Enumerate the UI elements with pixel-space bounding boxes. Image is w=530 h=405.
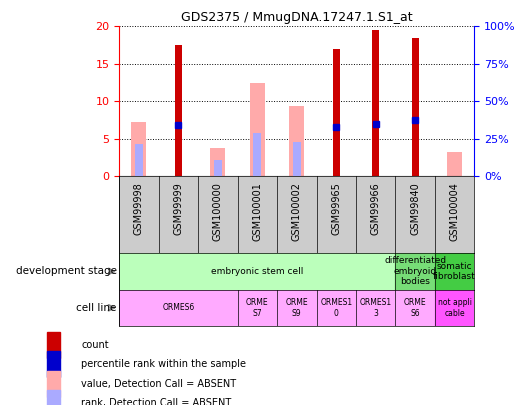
Bar	[131, 122, 146, 176]
Title: GDS2375 / MmugDNA.17247.1.S1_at: GDS2375 / MmugDNA.17247.1.S1_at	[181, 11, 413, 24]
Bar	[435, 290, 474, 326]
Bar	[47, 371, 60, 397]
Text: not appli
cable: not appli cable	[438, 298, 472, 318]
Text: ORME
S9: ORME S9	[286, 298, 308, 318]
Text: ORMES1
0: ORMES1 0	[320, 298, 352, 318]
Text: ORMES1
3: ORMES1 3	[360, 298, 392, 318]
Bar	[135, 144, 143, 176]
Text: embryonic stem cell: embryonic stem cell	[211, 267, 304, 276]
Text: GSM100004: GSM100004	[449, 182, 460, 241]
Bar	[119, 290, 237, 326]
Text: ORMES6: ORMES6	[162, 303, 195, 312]
Text: GSM100002: GSM100002	[292, 182, 302, 241]
Bar	[250, 83, 265, 176]
Bar	[47, 390, 60, 405]
Bar	[47, 332, 60, 358]
Bar	[333, 49, 340, 176]
Text: GSM100000: GSM100000	[213, 182, 223, 241]
Bar	[289, 106, 304, 176]
Bar	[356, 290, 395, 326]
Bar	[47, 351, 60, 377]
Bar	[253, 134, 261, 176]
Text: GSM99965: GSM99965	[331, 182, 341, 235]
Text: percentile rank within the sample: percentile rank within the sample	[82, 359, 246, 369]
Bar	[175, 45, 182, 176]
Text: GSM99966: GSM99966	[370, 182, 381, 235]
Bar	[372, 30, 379, 176]
Bar	[293, 142, 301, 176]
Text: rank, Detection Call = ABSENT: rank, Detection Call = ABSENT	[82, 398, 232, 405]
Bar	[395, 253, 435, 290]
Bar	[119, 253, 395, 290]
Bar	[435, 253, 474, 290]
Bar	[447, 152, 462, 176]
Text: differentiated
embryoid
bodies: differentiated embryoid bodies	[384, 256, 446, 286]
Text: value, Detection Call = ABSENT: value, Detection Call = ABSENT	[82, 379, 236, 389]
Bar	[277, 290, 316, 326]
Text: GSM99999: GSM99999	[173, 182, 183, 235]
Text: development stage: development stage	[15, 266, 117, 276]
Bar	[395, 290, 435, 326]
Text: cell line: cell line	[76, 303, 117, 313]
Text: GSM99840: GSM99840	[410, 182, 420, 235]
Text: ORME
S7: ORME S7	[246, 298, 269, 318]
Text: count: count	[82, 340, 109, 350]
Text: somatic
fibroblast: somatic fibroblast	[433, 262, 476, 281]
Text: GSM99998: GSM99998	[134, 182, 144, 235]
Bar	[237, 290, 277, 326]
Text: GSM100001: GSM100001	[252, 182, 262, 241]
Text: ORME
S6: ORME S6	[404, 298, 427, 318]
Bar	[210, 148, 225, 176]
Bar	[214, 160, 222, 176]
Bar	[412, 38, 419, 176]
Bar	[316, 290, 356, 326]
